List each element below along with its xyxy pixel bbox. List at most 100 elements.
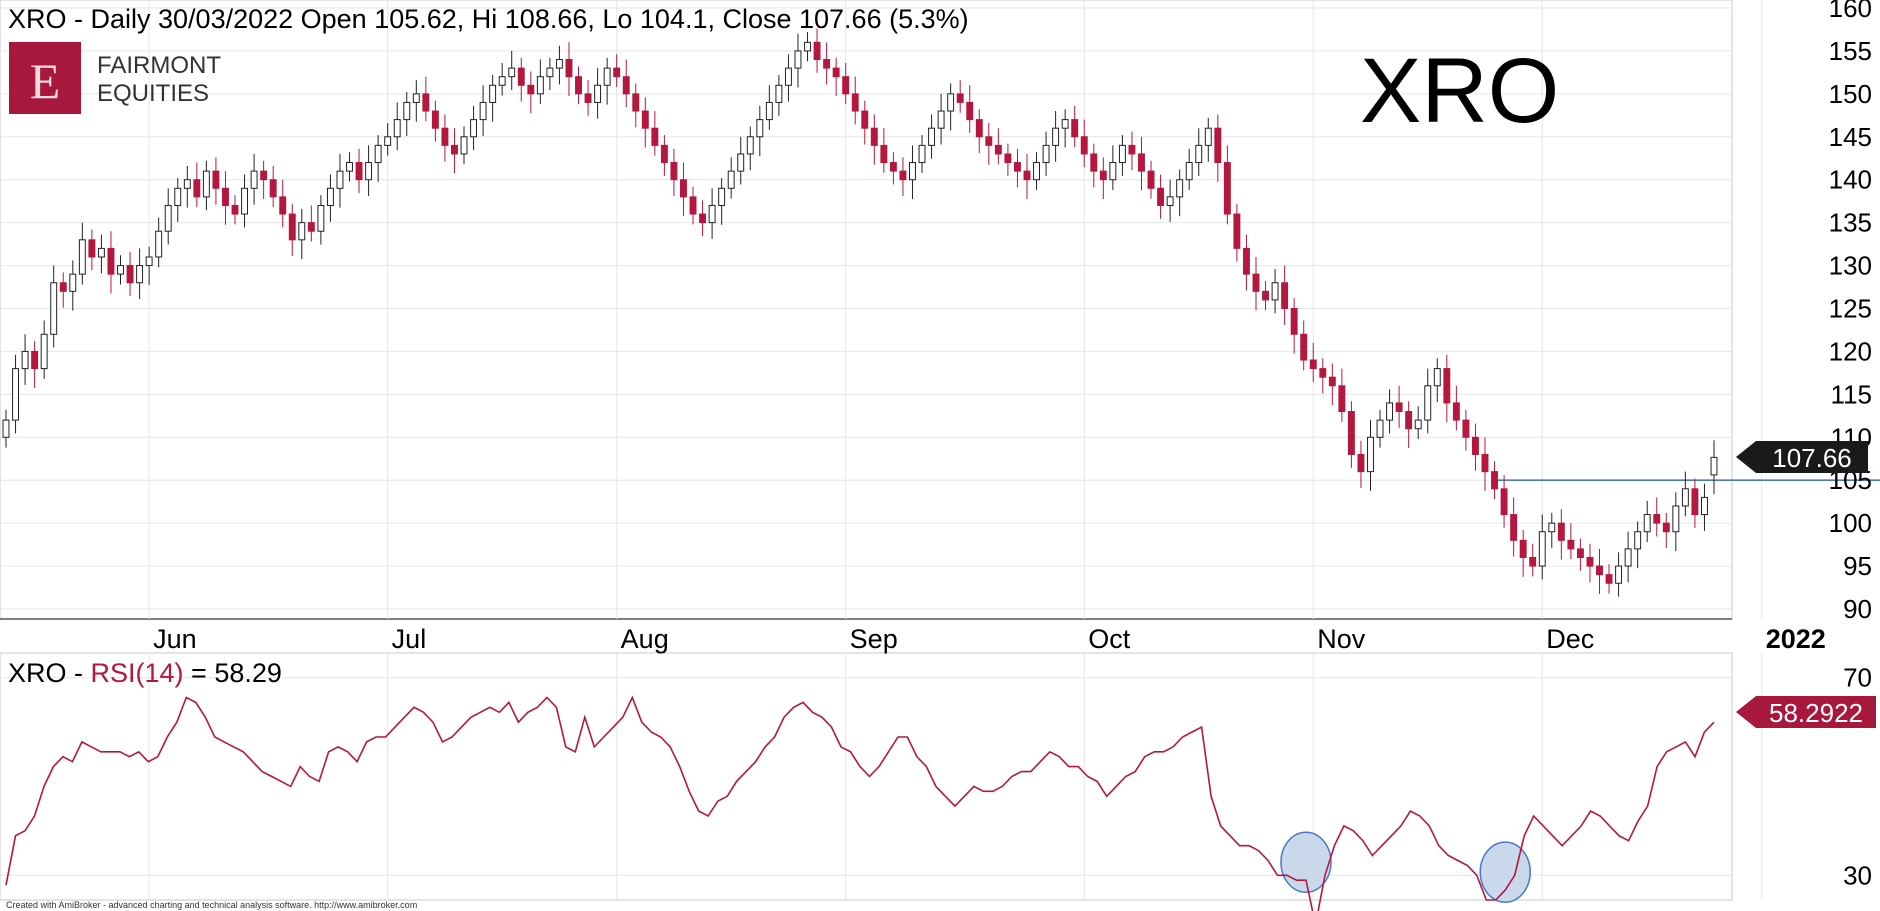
price-axis-tick-label: 140 [1829,165,1872,195]
candle-up [40,333,48,370]
candle-down [1567,539,1575,550]
rsi-line [5,695,1715,911]
price-axis-tick-label: 130 [1829,251,1872,281]
candle-up [1624,548,1632,567]
candle-down [1328,376,1336,387]
candle-up [183,179,191,189]
ticker-watermark: XRO [1360,40,1559,142]
candle-up [1033,162,1040,181]
candle-down [222,187,229,206]
candle-down [1462,419,1470,438]
candle-down [1128,144,1136,155]
candle-up [241,187,249,215]
logo-line2: EQUITIES [97,80,209,107]
price-axis-tick-label: 125 [1829,294,1872,324]
candle-down [422,93,430,112]
candle-up [250,170,258,189]
candle-up [1118,144,1126,164]
candle-down [1138,153,1145,172]
candle-down [1290,308,1298,335]
candle-down [966,101,974,121]
candle-down [517,67,525,86]
rsi-panel-frame [0,652,1733,901]
candle-down [1596,565,1603,576]
candle-up [145,256,153,267]
rsi-axis-tick-label: 30 [1843,860,1872,890]
candle-down [680,179,687,198]
candle-up [775,84,783,103]
support-lines [1494,479,1880,482]
candle-up [317,204,325,232]
price-axis-tick-label: 160 [1829,0,1872,23]
candle-down [870,127,878,146]
rsi-arrow-badge-icon [1736,696,1876,728]
candle-up [594,84,602,103]
candle-down [1691,488,1699,516]
candle-down [212,170,220,189]
candle-up [1195,144,1203,164]
candle-up [202,170,210,198]
candle-up [1433,368,1441,387]
candle-up [937,110,945,129]
candle-down [527,84,535,95]
candle-down [288,213,296,241]
candle-down [1281,282,1289,310]
candle-down [813,41,821,61]
candle-down [641,110,649,129]
x-axis-tick-label: Nov [1317,624,1366,654]
candle-down [1004,153,1012,164]
candle-down [842,76,850,95]
candle-down [1023,170,1031,181]
candle-down [279,196,287,215]
candle-down [1576,548,1584,558]
price-axis-tick-label: 155 [1829,36,1872,66]
x-axis-tick-label: Dec [1546,624,1594,654]
candle-down [1347,411,1355,455]
candle-up [78,239,86,275]
candle-up [50,282,58,335]
candle-up [384,136,392,146]
candle-down [985,136,993,146]
candle-down [1662,522,1670,533]
candle-up [326,187,334,206]
candle-up [489,84,497,103]
candle-down [1262,290,1269,301]
candle-down [1605,574,1613,584]
candle-down [451,144,458,155]
price-axis-tick-label: 115 [1831,379,1872,409]
price-axis-tick-label: 120 [1829,336,1872,366]
rsi-value-badge: 58.2922 [1736,696,1876,728]
candle-up [12,368,19,421]
candle-up [21,350,29,370]
price-axis-tick-label: 95 [1843,551,1872,581]
candle-down [1471,436,1479,455]
candle-down [1071,119,1079,138]
candle-down [651,127,659,146]
price-axis-tick-label: 100 [1829,508,1872,538]
price-axis-tick-label: 145 [1829,122,1872,152]
candle-up [1643,514,1651,533]
logo-letter: E [30,53,61,109]
candle-down [1147,170,1155,189]
candle-down [632,93,640,112]
candle-up [336,170,344,189]
x-axis-tick-label: Aug [621,624,669,654]
candle-down [1405,411,1413,430]
candle-up [765,101,773,121]
candle-up [97,247,105,258]
candle-up [412,93,420,103]
candle-down [1242,247,1250,275]
candle-down [832,67,840,78]
candle-down [1443,368,1451,404]
candle-down [994,144,1002,155]
candle-up [69,273,77,292]
axis-labels: 1601551501451401351301251201151101051009… [153,0,1872,890]
candle-up [346,162,353,172]
candle-up [918,144,926,164]
price-axis-tick-label: 150 [1829,79,1872,109]
last-price-value: 107.66 [1772,443,1852,473]
candle-down [1452,402,1460,421]
candle-up [708,204,716,224]
last-price-badge: 107.66 [1736,441,1868,473]
logo-line1: FAIRMONT [97,52,221,79]
